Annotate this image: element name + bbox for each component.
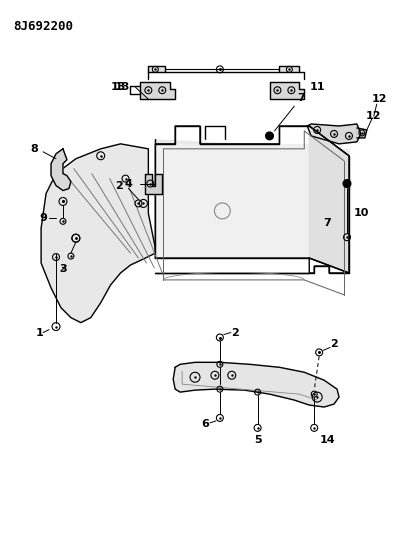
Text: 10: 10 [354,208,370,219]
Text: 9: 9 [39,213,47,223]
Text: 6: 6 [201,419,209,429]
Polygon shape [307,124,361,144]
Text: 8: 8 [30,144,38,154]
Text: 2: 2 [115,181,122,191]
Polygon shape [41,144,155,322]
Text: 12: 12 [366,111,382,121]
Text: 5: 5 [254,435,262,445]
Text: 2: 2 [231,328,239,337]
Text: 7: 7 [323,219,331,228]
Text: 12: 12 [372,94,388,104]
Polygon shape [155,140,349,156]
Text: 13: 13 [111,82,126,92]
Polygon shape [145,174,162,193]
Polygon shape [155,144,309,258]
Circle shape [266,132,274,140]
Text: 1: 1 [35,328,43,337]
Polygon shape [148,67,165,72]
Polygon shape [357,128,367,138]
Polygon shape [309,126,349,273]
Polygon shape [140,82,175,99]
Polygon shape [270,82,304,99]
Polygon shape [280,67,299,72]
Polygon shape [173,362,339,407]
Circle shape [343,180,351,188]
Text: 7: 7 [298,93,305,103]
Text: 2: 2 [330,340,338,350]
Text: 14: 14 [319,435,335,445]
Text: 11: 11 [310,82,325,92]
Polygon shape [51,149,71,190]
Text: 13: 13 [115,82,130,92]
Text: 4: 4 [124,179,132,189]
Text: 3: 3 [59,264,67,274]
Text: 8J692200: 8J692200 [13,20,73,33]
